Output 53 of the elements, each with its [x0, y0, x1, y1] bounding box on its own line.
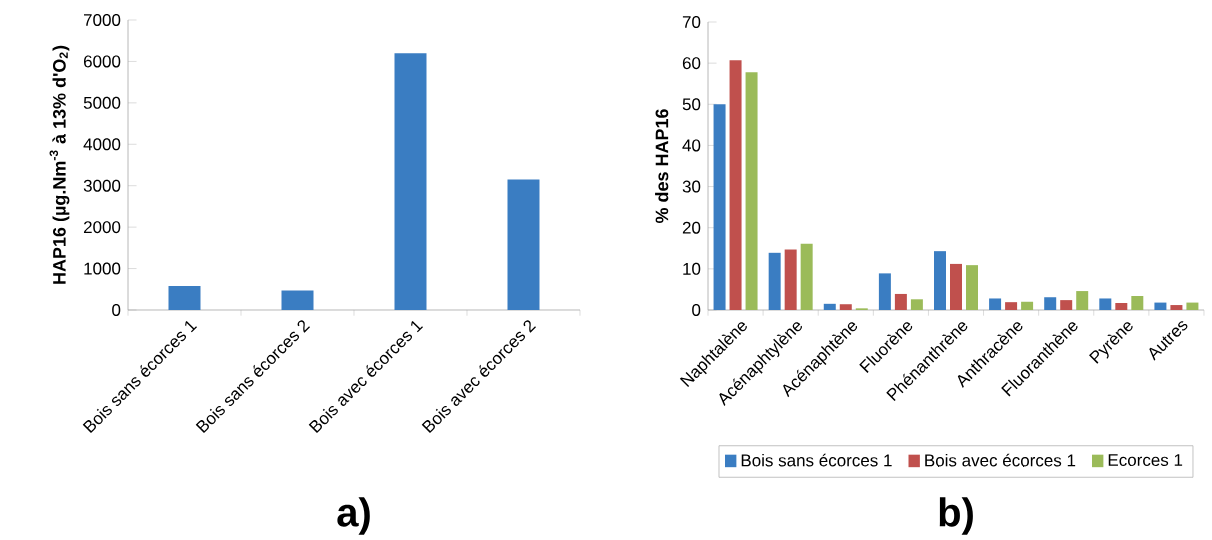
- bar: [894, 293, 907, 310]
- text: a): [337, 497, 370, 535]
- y-tick-label: 60: [682, 57, 701, 70]
- bar: [949, 263, 962, 310]
- y-tick-label: 0: [692, 303, 701, 316]
- bar: [1186, 302, 1199, 310]
- y-tick-label: 40: [682, 139, 701, 152]
- y-tick-label: 4000: [83, 138, 121, 151]
- bar: [839, 304, 852, 310]
- bar: [800, 243, 813, 310]
- y-tick-label: 6000: [84, 55, 121, 68]
- bar: [168, 285, 201, 310]
- bar: [729, 60, 742, 310]
- y-tick-label: 50: [682, 98, 701, 111]
- legend-label: Bois avec écorces 1: [925, 453, 1076, 467]
- bar: [1076, 291, 1089, 310]
- y-tick-label: 70: [682, 16, 701, 29]
- bar: [394, 53, 427, 310]
- bar: [1044, 297, 1057, 310]
- y-tick-label: 30: [682, 180, 701, 193]
- bar: [745, 72, 758, 310]
- bar: [768, 252, 781, 310]
- y-tick-label: 20: [682, 221, 701, 234]
- y-axis-title: % des HAP16: [655, 109, 669, 224]
- bar: [989, 298, 1002, 310]
- bar: [1099, 298, 1112, 310]
- bar: [910, 299, 923, 310]
- y-tick-label: 2000: [83, 221, 121, 234]
- y-tick-label: 1000: [84, 262, 121, 275]
- bar: [965, 265, 978, 310]
- bar: [1060, 300, 1073, 310]
- bar: [1115, 302, 1128, 310]
- bar: [281, 290, 314, 310]
- y-tick-label: 3000: [83, 179, 121, 192]
- bar: [823, 303, 836, 310]
- bar: [1021, 301, 1034, 310]
- bar: [1131, 296, 1144, 310]
- bar: [933, 251, 946, 310]
- y-tick-label: 10: [683, 262, 701, 275]
- text: b): [939, 497, 973, 535]
- legend-label: Bois sans écorces 1: [741, 453, 892, 467]
- bar: [1005, 302, 1018, 310]
- y-axis-title: HAP16 (µg.Nm$^{-3}$ à 13% d'O$_{2}$): [49, 45, 70, 284]
- y-tick-label: 7000: [84, 13, 121, 27]
- bar: [784, 249, 797, 310]
- bar: [1154, 302, 1167, 310]
- bar: [507, 179, 540, 310]
- bar: [1170, 305, 1183, 310]
- bar: [713, 104, 726, 310]
- legend-label: Ecorces 1: [1108, 454, 1183, 466]
- y-tick-label: 0: [112, 303, 121, 316]
- bar: [878, 273, 891, 310]
- y-tick-label: 5000: [83, 96, 121, 109]
